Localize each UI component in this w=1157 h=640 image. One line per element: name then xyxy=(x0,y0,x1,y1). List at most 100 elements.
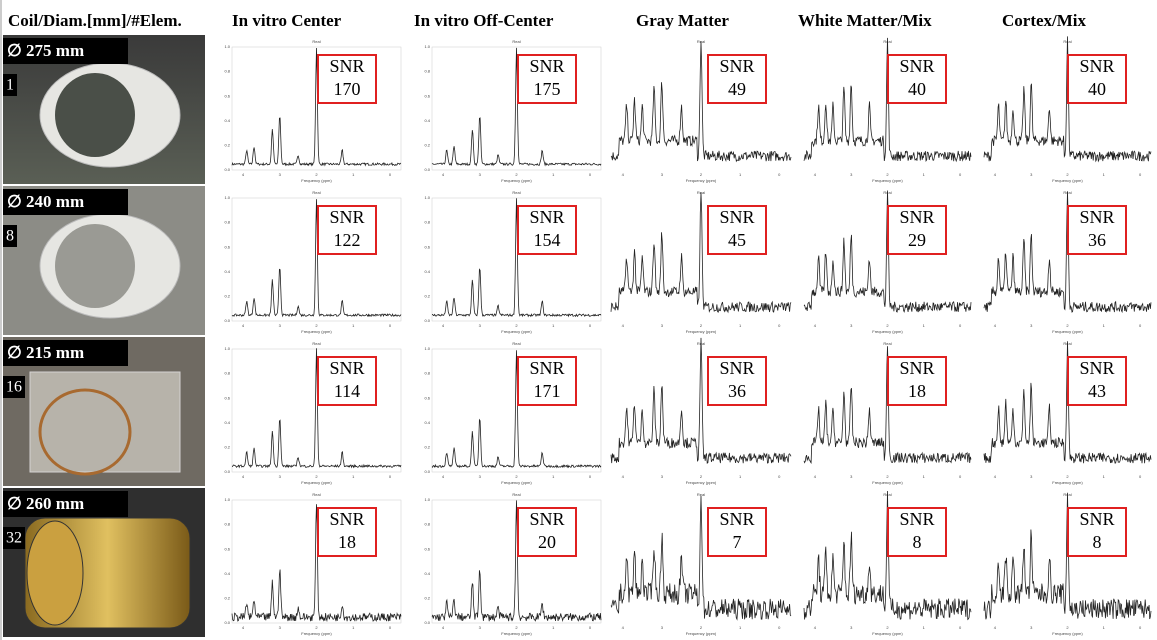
diameter-label: ∅ 240 mm xyxy=(7,192,84,211)
x-axis-label: Frequency (ppm) xyxy=(872,480,903,485)
spectrum-line xyxy=(431,350,602,469)
x-axis-label: Frequency (ppm) xyxy=(301,480,332,485)
y-tick-label: 0.2 xyxy=(424,595,430,600)
x-tick-label: 3 xyxy=(479,323,482,328)
x-tick-label: 4 xyxy=(242,474,245,479)
x-tick-label: 0 xyxy=(389,474,392,479)
x-tick-label: 2 xyxy=(886,172,889,177)
y-tick-label: 0.8 xyxy=(424,522,430,527)
snr-value: 122 xyxy=(334,230,361,250)
x-tick-label: 2 xyxy=(315,625,318,630)
snr-value: 29 xyxy=(908,230,926,250)
snr-box xyxy=(707,356,767,406)
x-tick-label: 1 xyxy=(352,625,355,630)
y-tick-label: 0.8 xyxy=(224,371,230,376)
snr-label: SNR xyxy=(719,358,754,378)
x-tick-label: 3 xyxy=(1030,474,1033,479)
x-axis-label: Frequency (ppm) xyxy=(872,329,903,334)
plot-frame xyxy=(431,499,602,624)
elements-label: 16 xyxy=(6,379,22,396)
snr-box xyxy=(707,205,767,255)
x-tick-label: 3 xyxy=(479,172,482,177)
plot-frame xyxy=(231,46,402,171)
y-tick-label: 0.6 xyxy=(424,546,430,551)
x-tick-label: 4 xyxy=(994,172,997,177)
x-tick-label: 1 xyxy=(552,323,555,328)
y-tick-label: 0.2 xyxy=(424,444,430,449)
coil-bore xyxy=(26,520,84,626)
y-tick-label: 0.4 xyxy=(424,571,430,576)
y-tick-label: 0.6 xyxy=(424,244,430,249)
y-tick-label: 0.4 xyxy=(224,118,230,123)
x-tick-label: 4 xyxy=(242,323,245,328)
diameter-box xyxy=(3,340,128,366)
x-tick-label: 0 xyxy=(778,625,781,630)
snr-label: SNR xyxy=(329,509,364,529)
spectrum-line xyxy=(431,500,602,623)
x-tick-label: 1 xyxy=(923,323,926,328)
snr-box xyxy=(1067,54,1127,104)
x-tick-label: 0 xyxy=(1139,323,1142,328)
x-tick-label: 2 xyxy=(886,323,889,328)
y-tick-label: 0.0 xyxy=(424,620,430,625)
elements-box xyxy=(3,74,17,96)
snr-value: 154 xyxy=(534,230,561,250)
y-tick-label: 0.8 xyxy=(224,220,230,225)
x-tick-label: 3 xyxy=(279,625,282,630)
snr-value: 8 xyxy=(913,532,922,552)
snr-label: SNR xyxy=(329,56,364,76)
x-axis-label: Frequency (ppm) xyxy=(686,480,717,485)
diameter-label: ∅ 260 mm xyxy=(7,494,84,513)
column-header: Gray Matter xyxy=(636,11,729,30)
snr-value: 49 xyxy=(728,79,746,99)
x-tick-label: 1 xyxy=(552,625,555,630)
elements-label: 32 xyxy=(6,530,22,547)
y-tick-label: 1.0 xyxy=(224,346,230,351)
x-axis-label: Frequency (ppm) xyxy=(686,329,717,334)
y-tick-label: 0.2 xyxy=(424,142,430,147)
snr-label: SNR xyxy=(1079,358,1114,378)
x-tick-label: 3 xyxy=(850,474,853,479)
x-tick-label: 4 xyxy=(814,323,817,328)
spectrum-line xyxy=(983,492,1152,620)
column-header: In vitro Center xyxy=(232,11,342,30)
x-axis-label: Frequency (ppm) xyxy=(301,631,332,636)
snr-label: SNR xyxy=(719,56,754,76)
spectrum-line xyxy=(231,199,402,318)
snr-box xyxy=(1067,205,1127,255)
snr-value: 170 xyxy=(334,79,361,99)
x-tick-label: 1 xyxy=(552,474,555,479)
x-tick-label: 2 xyxy=(1066,172,1069,177)
spectrum-line xyxy=(231,47,402,167)
x-tick-label: 1 xyxy=(352,474,355,479)
x-axis-label: Frequency (ppm) xyxy=(1052,178,1083,183)
snr-label: SNR xyxy=(1079,509,1114,529)
diameter-box xyxy=(3,38,128,64)
y-tick-label: 0.0 xyxy=(424,318,430,323)
spectrum-line xyxy=(231,504,402,623)
snr-value: 175 xyxy=(534,79,561,99)
x-tick-label: 1 xyxy=(1103,474,1106,479)
x-axis-label: Frequency (ppm) xyxy=(501,631,532,636)
y-tick-label: 1.0 xyxy=(424,195,430,200)
x-axis-label: Frequency (ppm) xyxy=(1052,329,1083,334)
x-tick-label: 2 xyxy=(700,474,703,479)
snr-value: 45 xyxy=(728,230,746,250)
y-tick-label: 0.6 xyxy=(424,395,430,400)
x-tick-label: 3 xyxy=(850,323,853,328)
snr-value: 36 xyxy=(1088,230,1106,250)
snr-value: 36 xyxy=(728,381,746,401)
x-tick-label: 1 xyxy=(1103,625,1106,630)
snr-label: SNR xyxy=(899,207,934,227)
x-axis-label: Frequency (ppm) xyxy=(301,329,332,334)
x-tick-label: 2 xyxy=(315,323,318,328)
elements-box xyxy=(3,225,17,247)
snr-box xyxy=(517,54,577,104)
spectrum-line xyxy=(610,41,792,163)
x-tick-label: 0 xyxy=(778,474,781,479)
x-tick-label: 2 xyxy=(1066,625,1069,630)
x-tick-label: 4 xyxy=(814,625,817,630)
snr-box xyxy=(517,356,577,406)
plot-frame xyxy=(431,348,602,473)
x-tick-label: 2 xyxy=(700,323,703,328)
